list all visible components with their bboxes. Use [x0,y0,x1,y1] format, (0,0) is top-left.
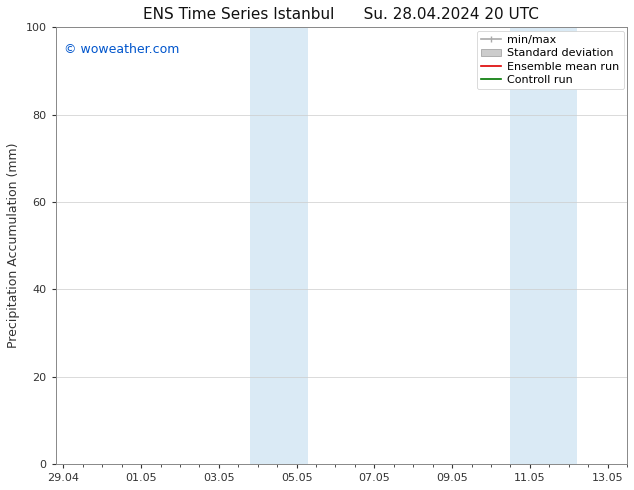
Bar [250,27,308,464]
Text: © woweather.com: © woweather.com [64,43,179,55]
Legend: min/max, Standard deviation, Ensemble mean run, Controll run: min/max, Standard deviation, Ensemble me… [477,30,624,90]
Bar [510,27,576,464]
Title: ENS Time Series Istanbul      Su. 28.04.2024 20 UTC: ENS Time Series Istanbul Su. 28.04.2024 … [143,7,540,22]
Y-axis label: Precipitation Accumulation (mm): Precipitation Accumulation (mm) [7,143,20,348]
